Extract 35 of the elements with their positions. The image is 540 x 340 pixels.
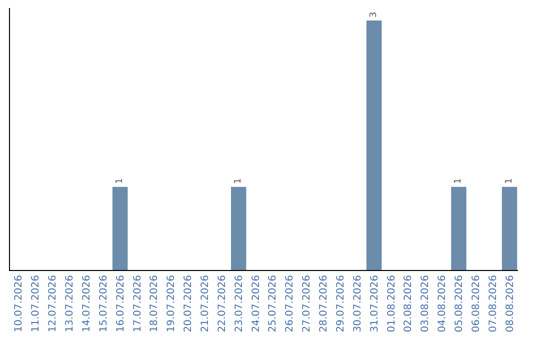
x-tick-label: 25.07.2026 (268, 275, 279, 332)
data-label: 1 (115, 178, 126, 184)
x-tick-label: 22.07.2026 (216, 275, 228, 332)
x-tick-label: 02.08.2026 (403, 275, 414, 332)
x-tick-label: 20.07.2026 (183, 275, 194, 332)
x-tick-label: 27.07.2026 (302, 275, 313, 332)
x-tick-label: 23.07.2026 (234, 275, 245, 332)
x-tick-label: 03.08.2026 (420, 275, 432, 332)
x-tick-label: 13.07.2026 (64, 275, 76, 332)
data-label: 1 (504, 178, 515, 184)
x-tick-label: 15.07.2026 (98, 275, 110, 332)
x-tick-label: 19.07.2026 (166, 275, 178, 332)
x-tick-label: 30.07.2026 (352, 275, 364, 332)
x-tick-label: 21.07.2026 (200, 275, 211, 332)
x-tick-label: 29.07.2026 (335, 275, 346, 332)
x-tick-label: 18.07.2026 (149, 275, 160, 332)
data-label: 3 (369, 12, 380, 18)
x-tick-label: 14.07.2026 (81, 275, 92, 332)
x-tick-label: 01.08.2026 (386, 275, 398, 332)
x-tick-label: 07.08.2026 (488, 275, 499, 332)
x-tick-label: 05.08.2026 (454, 275, 465, 332)
x-tick-label: 11.07.2026 (30, 275, 42, 332)
x-tick-label: 08.08.2026 (504, 275, 516, 332)
x-tick-label: 31.07.2026 (369, 275, 380, 332)
x-tick-label: 04.08.2026 (437, 275, 448, 332)
data-label: 1 (234, 178, 244, 184)
x-tick-label: 17.07.2026 (132, 275, 144, 332)
x-tick-label: 16.07.2026 (115, 275, 126, 332)
x-tick-label: 12.07.2026 (48, 275, 59, 332)
data-label: 1 (454, 178, 464, 184)
x-tick-label: 26.07.2026 (284, 275, 296, 332)
x-tick-label: 28.07.2026 (318, 275, 330, 332)
x-tick-label: 06.08.2026 (470, 275, 482, 332)
x-tick-label: 24.07.2026 (250, 275, 262, 332)
x-tick-label: 10.07.2026 (14, 275, 25, 332)
